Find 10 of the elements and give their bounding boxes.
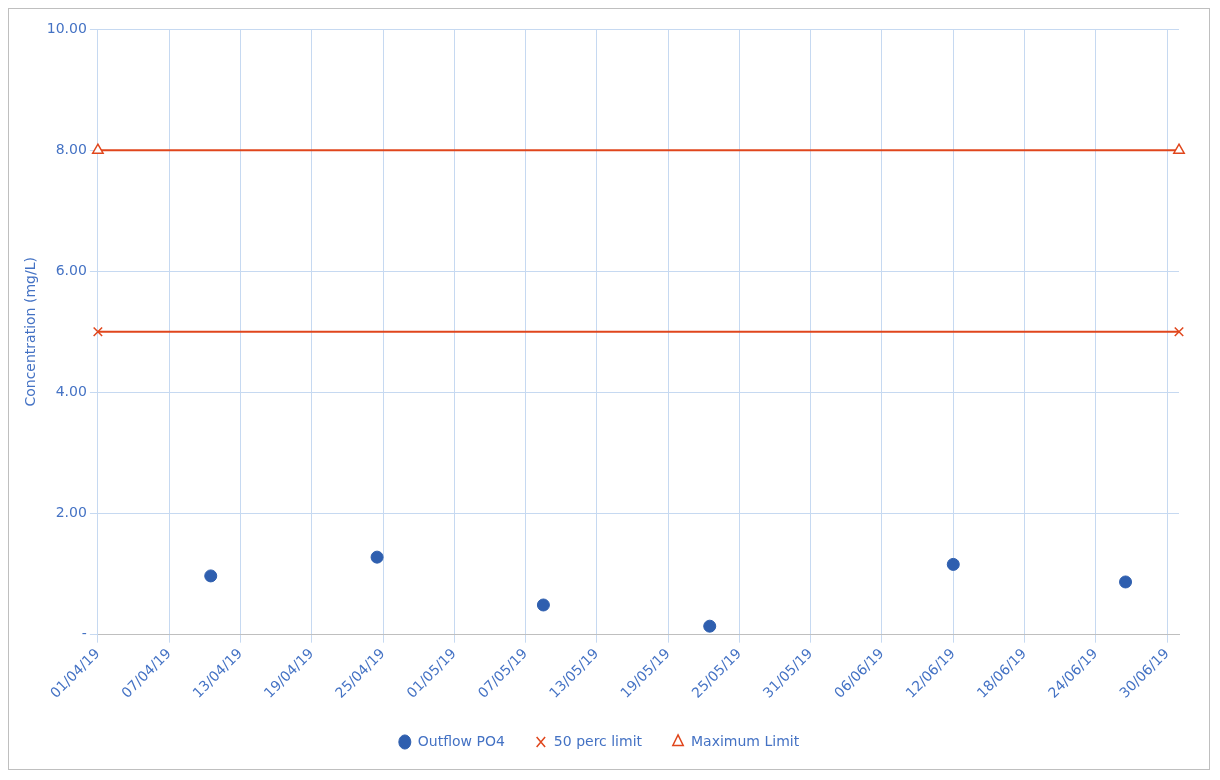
y-tick-label: 4.00 (55, 383, 87, 400)
y-tick-label: 6.00 (55, 261, 87, 278)
y-tick-label: 8.00 (55, 140, 87, 157)
legend-label: Maximum Limit (691, 732, 800, 749)
legend-label: 50 perc limit (553, 732, 643, 749)
y-tick-label: - (81, 625, 87, 642)
y-tick-label: 2.00 (55, 504, 87, 521)
y-axis-title: Concentration (mg/L) (22, 257, 39, 407)
legend-label: Outflow PO4 (417, 732, 505, 749)
y-tick-label: 10.00 (46, 19, 87, 36)
